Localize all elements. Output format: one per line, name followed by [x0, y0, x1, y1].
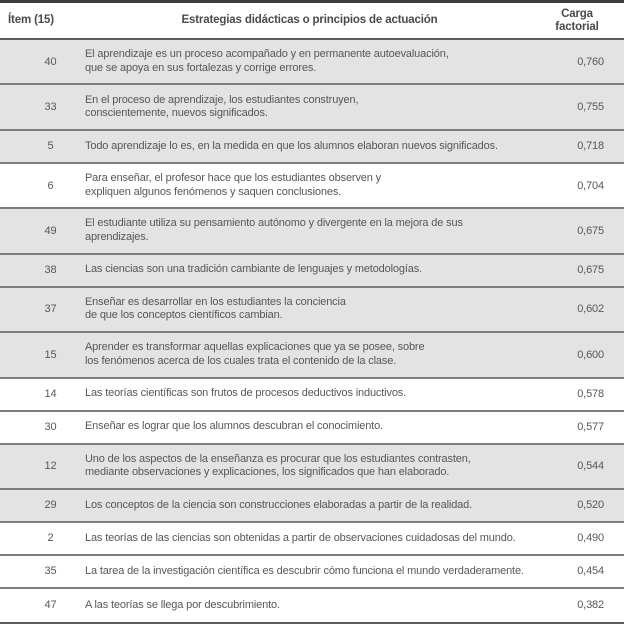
strategy-text: La tarea de la investigación científica … — [85, 564, 524, 577]
item-number: 5 — [47, 140, 54, 153]
strategy-text: Todo aprendizaje lo es, en la medida en … — [85, 139, 498, 152]
table-row-item-40: 40 El aprendizaje es un proceso acompañad… — [0, 40, 624, 86]
strategy-text: A las teorías se llega por descubrimient… — [85, 598, 280, 611]
strategy-text: Los conceptos de la ciencia son construc… — [85, 498, 472, 511]
item-number: 12 — [44, 460, 57, 473]
factor-loading-value: 0,520 — [577, 499, 604, 512]
table-row-item-12: 12 Uno de los aspectos de la enseñanza es… — [0, 444, 624, 490]
item-number: 29 — [44, 499, 57, 512]
item-number: 6 — [47, 179, 54, 192]
strategy-text: Uno de los aspectos de la enseñanza es p… — [85, 452, 471, 479]
factor-loading-value: 0,675 — [577, 224, 604, 237]
item-number: 40 — [44, 55, 57, 68]
strategy-text: Las teorías de las ciencias son obtenida… — [85, 531, 516, 544]
strategy-text: Las ciencias son una tradición cambiante… — [85, 263, 422, 276]
table-row-item-38: 38 Las ciencias son una tradición cambian… — [0, 254, 624, 288]
strategy-text: En el proceso de aprendizaje, los estudi… — [85, 93, 359, 120]
table-body: 40 El aprendizaje es un proceso acompañad… — [0, 40, 624, 622]
factor-loading-value: 0,382 — [577, 599, 604, 612]
table-row-item-6: 6 Para enseñar, el profesor hace que los … — [0, 163, 624, 210]
factor-loading-value: 0,704 — [577, 179, 604, 192]
table-header-row: Ítem (15) Estrategias didácticas o princ… — [0, 3, 624, 40]
item-number: 35 — [44, 565, 57, 578]
table-row-item-14: 14 Las teorías científicas son frutos de … — [0, 378, 624, 412]
table-row-item-2: 2 Las teorías de las ciencias son obtenid… — [0, 522, 624, 556]
column-header-strategy: Estrategias didácticas o principios de a… — [181, 14, 438, 26]
item-number: 33 — [44, 101, 57, 114]
factor-loading-value: 0,602 — [577, 303, 604, 316]
item-number: 15 — [44, 348, 57, 361]
factor-loading-value: 0,755 — [577, 101, 604, 114]
item-number: 38 — [44, 264, 57, 277]
factor-loading-value: 0,718 — [577, 140, 604, 153]
strategy-text: Aprender es transformar aquellas explica… — [85, 341, 425, 367]
item-number: 37 — [44, 303, 57, 316]
factor-loading-value: 0,675 — [577, 264, 604, 277]
item-number: 30 — [44, 421, 57, 434]
item-number: 49 — [44, 224, 57, 237]
table-row-item-29: 29 Los conceptos de la ciencia son constr… — [0, 489, 624, 523]
table-row-item-15: 15 Aprender es transformar aquellas expli… — [0, 333, 624, 379]
item-number: 47 — [44, 599, 57, 612]
table-row-item-47: 47 A las teorías se llega por descubrimie… — [0, 588, 624, 622]
table-row-item-35: 35 La tarea de la investigación científic… — [0, 555, 624, 589]
factor-loading-value: 0,578 — [577, 388, 604, 401]
strategy-text: Las teorías científicas son frutos de pr… — [85, 387, 407, 400]
table-row-item-30: 30 Enseñar es lograr que los alumnos desc… — [0, 411, 624, 445]
table-row-item-33: 33 En el proceso de aprendizaje, los estu… — [0, 85, 624, 131]
column-header-item: Ítem (15) — [8, 14, 54, 26]
factor-loading-value: 0,577 — [577, 421, 604, 434]
table-row-item-5: 5 Todo aprendizaje lo es, en la medida en… — [0, 130, 624, 164]
strategy-text: Enseñar es lograr que los alumnos descub… — [85, 420, 383, 433]
table-row-item-37: 37 Enseñar es desarrollar en los estudian… — [0, 287, 624, 334]
factor-loading-value: 0,600 — [577, 348, 604, 361]
factor-loading-value: 0,760 — [577, 55, 604, 68]
strategy-text: Enseñar es desarrollar en los estudiante… — [85, 295, 346, 322]
strategy-text: El estudiante utiliza su pensamiento aut… — [85, 217, 463, 243]
factor-loading-value: 0,490 — [577, 532, 604, 545]
item-number: 14 — [44, 388, 57, 401]
item-number: 2 — [47, 532, 54, 545]
strategy-text: El aprendizaje es un proceso acompañado … — [85, 48, 449, 74]
column-header-factor-loading: Carga factorial — [555, 7, 599, 33]
factor-loading-value: 0,454 — [577, 565, 604, 578]
table-row-item-49: 49 El estudiante utiliza su pensamiento a… — [0, 209, 624, 255]
strategy-text: Para enseñar, el profesor hace que los e… — [85, 172, 381, 198]
factor-loading-value: 0,544 — [577, 460, 604, 473]
